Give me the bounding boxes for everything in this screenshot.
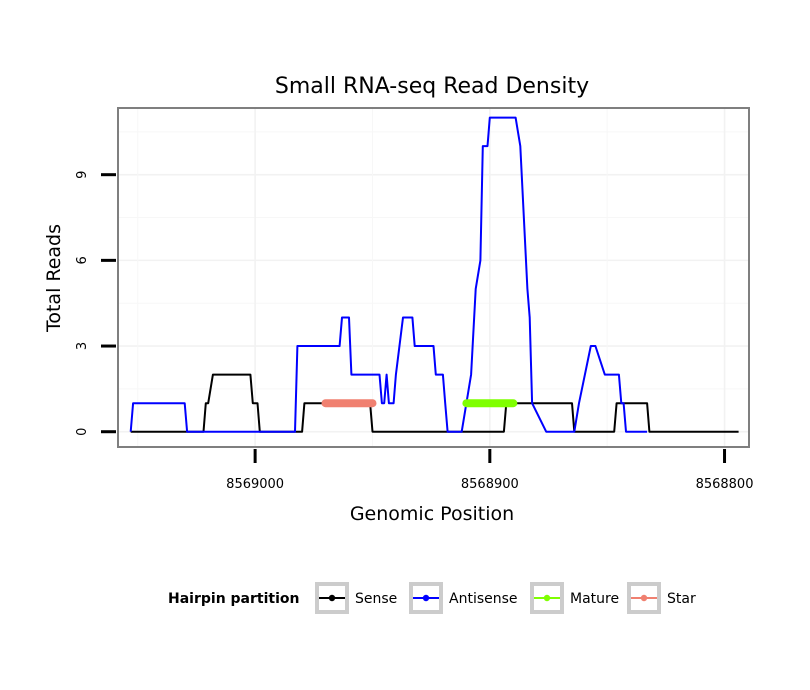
y-tick-label: 9 xyxy=(75,171,90,179)
legend-label-sense: Sense xyxy=(355,591,397,607)
legend-key-point xyxy=(422,594,430,602)
axes: 8569000 8568900 8568800 0 3 6 9 xyxy=(75,171,753,492)
legend-label-antisense: Antisense xyxy=(449,591,518,607)
y-tick-label: 6 xyxy=(75,256,90,264)
x-axis-title: Genomic Position xyxy=(350,503,514,525)
grid-lines xyxy=(119,109,748,446)
series-antisense-line xyxy=(129,116,648,433)
x-tick-label: 8568800 xyxy=(696,477,754,492)
legend-key-point xyxy=(328,594,336,602)
legend-label-mature: Mature xyxy=(570,591,619,607)
y-axis-title: Total Reads xyxy=(43,224,65,333)
y-tick-label: 3 xyxy=(75,342,90,350)
y-tick-label: 0 xyxy=(75,428,90,436)
legend: Hairpin partition Sense Antisense Mature St… xyxy=(168,582,696,614)
x-tick-label: 8569000 xyxy=(226,477,284,492)
plot-panel xyxy=(117,107,750,448)
legend-label-star: Star xyxy=(667,591,696,607)
legend-key-point xyxy=(640,594,648,602)
x-tick-label: 8568900 xyxy=(461,477,519,492)
legend-key-point xyxy=(543,594,551,602)
chart-title: Small RNA-seq Read Density xyxy=(275,74,589,99)
series-layer xyxy=(129,116,739,433)
legend-title: Hairpin partition xyxy=(168,591,299,607)
